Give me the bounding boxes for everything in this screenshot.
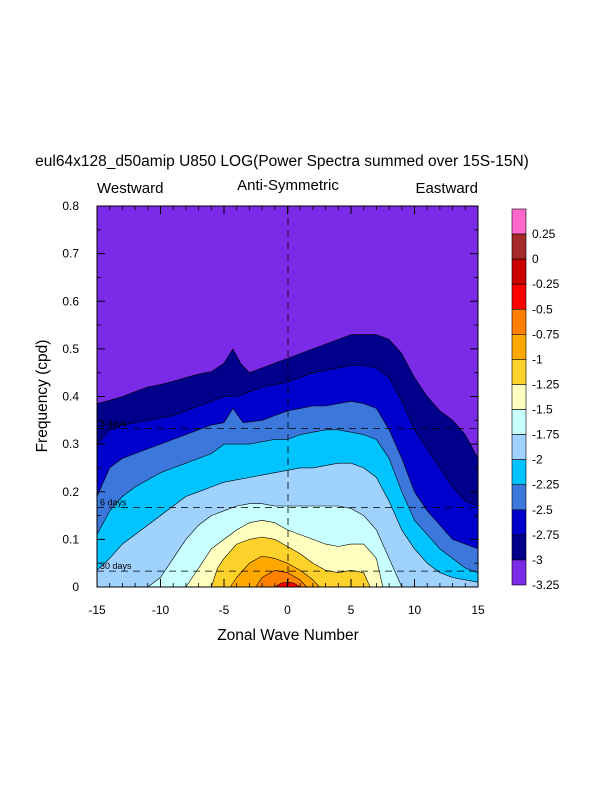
colorbar-label-2: -0.25: [532, 277, 560, 291]
colorbar-box-4: [511, 308, 527, 335]
period-label-0: 3 days: [100, 418, 127, 428]
colorbar-box-5: [511, 334, 527, 360]
colorbar-box-3: [511, 283, 527, 310]
x-tick-label-6: 15: [471, 603, 485, 617]
colorbar-box-2: [511, 258, 527, 285]
y-tick-label-1: 0.1: [62, 532, 79, 546]
colorbar-label-6: -1.25: [532, 377, 560, 391]
colorbar-box-12: [511, 509, 527, 536]
subtitle-eastward: Eastward: [415, 180, 478, 197]
colorbar-label-7: -1.5: [532, 403, 553, 417]
y-tick-label-5: 0.5: [62, 342, 79, 356]
y-tick-label-4: 0.4: [62, 390, 79, 404]
colorbar-label-9: -2: [532, 453, 543, 467]
period-label-1: 6 days: [100, 498, 127, 508]
y-tick-label-3: 0.3: [62, 437, 79, 451]
colorbar-label-5: -1: [532, 352, 543, 366]
x-tick-label-0: -15: [88, 603, 106, 617]
colorbar-box-9: [511, 434, 527, 460]
colorbar-label-3: -0.5: [532, 302, 553, 316]
y-tick-label-7: 0.7: [62, 247, 79, 261]
colorbar-label-10: -2.25: [532, 478, 560, 492]
colorbar-label-0: 0.25: [532, 227, 556, 241]
y-axis-label: Frequency (cpd): [34, 340, 51, 453]
colorbar-box-14: [511, 559, 527, 586]
colorbar: 0.25 0 -0.25 -0.5 -0.75 -1 -1.25 -1.5 -1.75 -2 -2.…: [511, 208, 560, 592]
colorbar-box-11: [511, 484, 527, 511]
y-tick-label-8: 0.8: [62, 199, 79, 213]
colorbar-box-1: [511, 233, 527, 260]
colorbar-box-7: [511, 384, 527, 410]
x-tick-label-2: -5: [219, 603, 230, 617]
subtitle-anti-symmetric: Anti-Symmetric: [237, 177, 339, 194]
colorbar-box-10: [511, 459, 527, 486]
contour-fills: [96, 334, 479, 588]
x-tick-label-4: 5: [348, 603, 355, 617]
y-tick-label-2: 0.2: [62, 485, 79, 499]
colorbar-label-11: -2.5: [532, 503, 553, 517]
colorbar-label-1: 0: [532, 252, 539, 266]
period-label-2: 30 days: [100, 561, 132, 571]
colorbar-label-4: -0.75: [532, 327, 560, 341]
chart-title: eul64x128_d50amip U850 LOG(Power Spectra…: [35, 153, 529, 170]
y-axis: 0 0.1 0.2 0.3 0.4 0.5 0.6 0.7 0.8: [62, 199, 478, 594]
y-tick-label-6: 0.6: [62, 294, 79, 308]
colorbar-label-12: -2.75: [532, 528, 560, 542]
colorbar-label-8: -1.75: [532, 428, 560, 442]
period-lines: 3 days 6 days 30 days: [97, 418, 478, 572]
y-tick-label-0: 0: [72, 580, 79, 594]
subtitle-westward: Westward: [97, 180, 163, 197]
x-axis-label: Zonal Wave Number: [217, 627, 359, 644]
x-tick-label-3: 0: [284, 603, 291, 617]
colorbar-label-13: -3: [532, 553, 543, 567]
x-tick-label-5: 10: [408, 603, 422, 617]
colorbar-box-6: [511, 359, 527, 385]
colorbar-box-0: [511, 208, 527, 235]
x-axis: -15 -10 -5 0 5 10 15: [88, 206, 485, 617]
colorbar-label-14: -3.25: [532, 578, 560, 592]
colorbar-box-8: [511, 409, 527, 435]
x-tick-label-1: -10: [152, 603, 170, 617]
colorbar-box-13: [511, 534, 527, 561]
